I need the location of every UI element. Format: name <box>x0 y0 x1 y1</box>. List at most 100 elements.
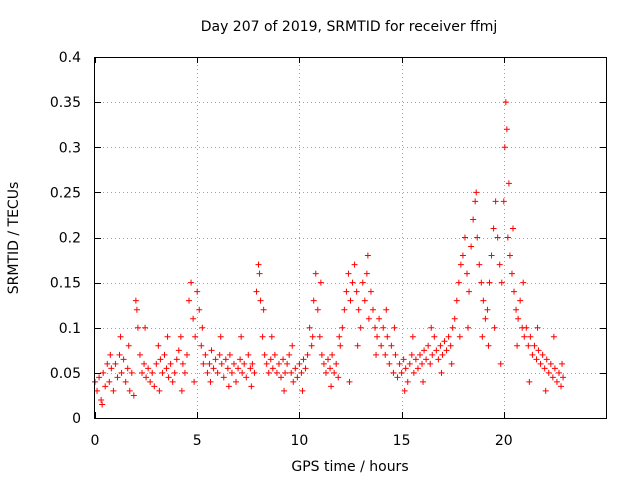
data-point <box>382 351 389 358</box>
data-point <box>537 360 544 367</box>
data-point <box>336 333 343 340</box>
data-point <box>560 374 567 381</box>
data-point <box>383 306 390 313</box>
data-point <box>190 315 197 322</box>
data-point <box>453 297 460 304</box>
data-point <box>514 342 521 349</box>
data-point <box>423 356 430 363</box>
data-point <box>106 378 113 385</box>
data-point <box>218 360 225 367</box>
data-point <box>534 324 541 331</box>
data-point <box>149 369 156 376</box>
data-point <box>198 342 205 349</box>
data-point <box>255 261 262 268</box>
data-point <box>351 261 358 268</box>
data-point <box>260 306 267 313</box>
data-point <box>206 360 213 367</box>
data-point <box>472 198 479 205</box>
data-point <box>130 392 137 399</box>
data-point <box>445 333 452 340</box>
data-point <box>553 378 560 385</box>
data-point <box>367 288 374 295</box>
data-point <box>132 297 139 304</box>
data-point <box>420 378 427 385</box>
data-point <box>456 333 463 340</box>
plot-frame <box>94 57 607 419</box>
data-point <box>359 279 366 286</box>
data-point <box>391 324 398 331</box>
data-point <box>480 297 487 304</box>
data-point <box>230 360 237 367</box>
data-point <box>155 342 162 349</box>
data-point <box>289 342 296 349</box>
chart-title: Day 207 of 2019, SRMTID for receiver ffm… <box>201 19 498 35</box>
data-point <box>412 356 419 363</box>
data-point <box>259 333 266 340</box>
data-point <box>448 360 455 367</box>
data-point <box>220 374 227 381</box>
data-point <box>204 369 211 376</box>
data-point <box>365 315 372 322</box>
data-point <box>502 99 509 106</box>
data-point <box>339 324 346 331</box>
data-point <box>308 342 315 349</box>
data-point <box>288 369 295 376</box>
data-point <box>181 369 188 376</box>
data-point <box>419 360 426 367</box>
data-point <box>298 369 305 376</box>
data-point <box>202 351 209 358</box>
data-point <box>478 279 485 286</box>
data-point <box>468 243 475 250</box>
data-point <box>235 365 242 372</box>
data-point <box>431 333 438 340</box>
y-tick-label: 0.1 <box>59 321 81 337</box>
data-point <box>191 378 198 385</box>
data-point <box>421 347 428 354</box>
data-point <box>107 351 114 358</box>
data-point <box>542 387 549 394</box>
data-point <box>457 261 464 268</box>
data-point <box>496 261 503 268</box>
data-point <box>449 324 456 331</box>
data-point <box>251 369 258 376</box>
data-point <box>134 324 141 331</box>
data-point <box>354 342 361 349</box>
data-point <box>141 360 148 367</box>
data-point <box>545 369 552 376</box>
data-point <box>494 234 501 241</box>
data-point <box>226 351 233 358</box>
data-point <box>177 333 184 340</box>
data-point <box>488 252 495 259</box>
data-point <box>465 324 472 331</box>
data-point <box>200 360 207 367</box>
x-axis-label: GPS time / hours <box>291 459 408 475</box>
data-point <box>249 360 256 367</box>
data-point <box>376 315 383 322</box>
data-point <box>112 360 119 367</box>
data-point <box>322 369 329 376</box>
y-tick-label: 0.2 <box>59 231 81 247</box>
data-point <box>271 351 278 358</box>
y-tick-label: 0.25 <box>50 185 81 201</box>
data-point <box>102 383 109 390</box>
data-point <box>558 383 565 390</box>
data-point <box>547 360 554 367</box>
y-axis-ticks: 0 0.05 0.1 0.15 0.2 0.25 0.3 0.35 0.4 <box>50 50 606 427</box>
data-point <box>355 306 362 313</box>
data-point <box>396 360 403 367</box>
data-point <box>133 306 140 313</box>
data-point <box>374 333 381 340</box>
grid-lines <box>95 57 606 418</box>
data-point <box>136 351 143 358</box>
data-point <box>299 387 306 394</box>
data-point <box>122 378 129 385</box>
data-point <box>349 279 356 286</box>
x-tick-label: 15 <box>393 433 411 449</box>
data-point <box>318 351 325 358</box>
data-point <box>343 288 350 295</box>
data-point <box>331 369 338 376</box>
data-point <box>388 342 395 349</box>
data-point <box>126 387 133 394</box>
data-point <box>486 279 493 286</box>
x-tick-label: 20 <box>495 433 513 449</box>
